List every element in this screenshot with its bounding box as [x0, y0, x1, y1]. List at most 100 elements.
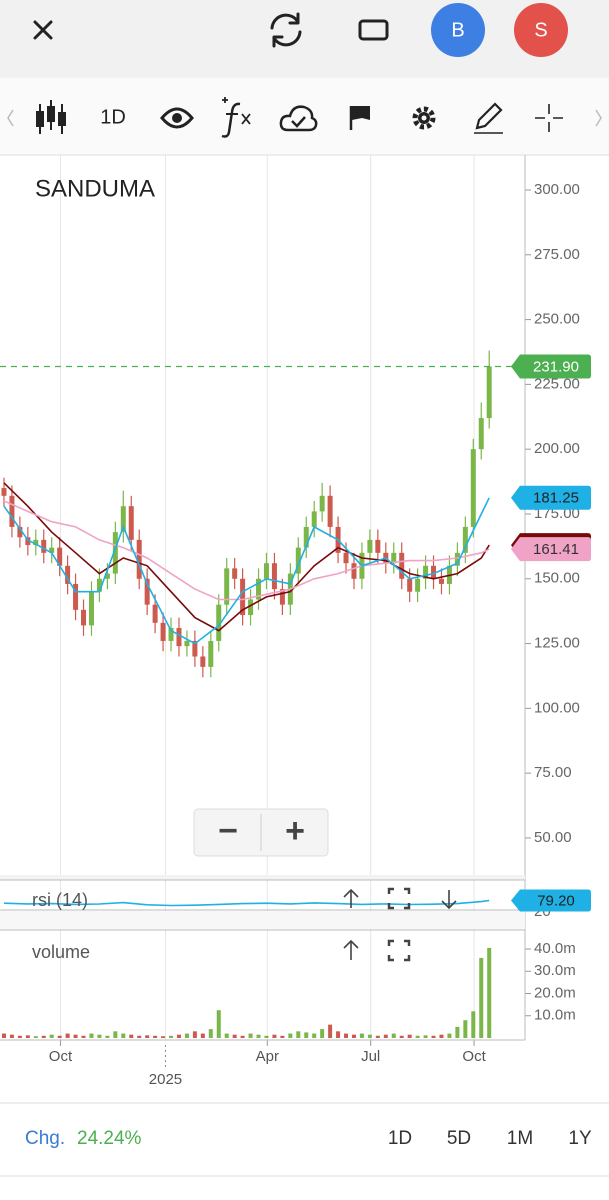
- panel-down-button[interactable]: [441, 890, 457, 910]
- volume-bar: [359, 1033, 364, 1038]
- rsi-line: [3, 899, 490, 907]
- candle-body: [375, 539, 381, 553]
- candle-body: [399, 552, 405, 579]
- rsi-tag: [511, 889, 591, 912]
- x-tick-label: 2025: [149, 1071, 182, 1088]
- volume-bar: [248, 1033, 253, 1038]
- avatar-b[interactable]: B: [431, 3, 485, 57]
- candle-body: [41, 539, 47, 553]
- volume-bar: [153, 1035, 158, 1038]
- volume-bar: [1, 1033, 6, 1038]
- y-tick-label: 200.00: [534, 440, 580, 457]
- volume-bar: [176, 1034, 181, 1038]
- candle-body: [81, 609, 87, 626]
- indicators-button[interactable]: [221, 97, 251, 138]
- window-button[interactable]: [358, 19, 389, 41]
- y-tick-label: 250.00: [534, 311, 580, 328]
- volume-bar: [455, 1026, 460, 1038]
- price-tag-label: 161.41: [533, 541, 579, 558]
- range-button[interactable]: 1M: [507, 1128, 533, 1149]
- cloud-save-button[interactable]: [279, 105, 318, 132]
- volume-bar: [375, 1035, 380, 1038]
- candle-body: [104, 573, 110, 579]
- y-tick-label: 125.00: [534, 635, 580, 652]
- moving-average-line: [3, 500, 490, 601]
- visibility-button[interactable]: [160, 107, 194, 129]
- candle-body: [65, 565, 71, 584]
- candle-body: [144, 578, 150, 605]
- scroll-right[interactable]: [595, 109, 602, 127]
- chart-title: SANDUMA: [35, 175, 155, 202]
- plot: 161.41 181.25 231.90 79.20: [0, 350, 591, 1038]
- zoom-out-button[interactable]: −: [218, 812, 238, 850]
- volume-bar: [391, 1033, 396, 1038]
- refresh-button[interactable]: [270, 12, 302, 48]
- volume-bar: [479, 957, 484, 1038]
- volume-y-tick-label: 20.0m: [534, 984, 576, 1001]
- rsi-label: rsi (14): [32, 890, 88, 910]
- candle-body: [224, 568, 230, 605]
- candle-body: [57, 547, 63, 566]
- rsi-tag-label: 79.20: [537, 892, 575, 909]
- y-tick-label: 275.00: [534, 246, 580, 263]
- candle-body: [271, 563, 277, 590]
- volume-bar: [439, 1034, 444, 1038]
- candle-body: [279, 589, 285, 605]
- panel-separator: [0, 875, 525, 880]
- avatar-s[interactable]: S: [514, 3, 568, 57]
- candle-body: [415, 578, 421, 592]
- zoom-in-button[interactable]: +: [285, 812, 305, 850]
- volume-bar: [208, 1029, 213, 1038]
- range-button[interactable]: 1D: [388, 1128, 412, 1149]
- volume-bar: [328, 1024, 333, 1038]
- volume-y-tick-label: 40.0m: [534, 940, 576, 957]
- candle-body: [200, 656, 206, 667]
- top-bar: [0, 0, 609, 78]
- volume-bar: [423, 1035, 428, 1038]
- volume-y-tick-label: 30.0m: [534, 962, 576, 979]
- crosshair-button[interactable]: [535, 104, 563, 132]
- volume-bar: [232, 1034, 237, 1038]
- volume-bar: [17, 1035, 22, 1038]
- scroll-left[interactable]: [7, 109, 14, 127]
- settings-button[interactable]: [412, 106, 436, 130]
- volume-bar: [216, 1010, 221, 1038]
- volume-bar: [169, 1035, 174, 1038]
- candle-body: [391, 552, 397, 564]
- volume-bar: [296, 1031, 301, 1038]
- candle-body: [192, 640, 198, 657]
- candle-body: [112, 532, 118, 574]
- chart-type-button[interactable]: [36, 100, 66, 134]
- panel-expand-button[interactable]: [387, 939, 411, 962]
- candle-body: [431, 565, 437, 579]
- change-value: 24.24%: [77, 1128, 142, 1149]
- candle-body: [423, 565, 429, 579]
- annotate-button[interactable]: [349, 106, 370, 130]
- panel-expand-button[interactable]: [387, 887, 411, 910]
- candle-body: [303, 526, 309, 548]
- price-tag-label: 181.25: [533, 490, 579, 507]
- panel-up-button[interactable]: [343, 888, 359, 908]
- range-button[interactable]: 1Y: [568, 1128, 592, 1149]
- volume-bar: [145, 1035, 150, 1038]
- volume-bar: [415, 1035, 420, 1038]
- volume-bar: [240, 1035, 245, 1038]
- volume-bar: [351, 1034, 356, 1038]
- volume-bar: [272, 1034, 277, 1038]
- range-button[interactable]: 5D: [447, 1128, 471, 1149]
- candle-body: [49, 547, 55, 553]
- interval-button[interactable]: 1D: [100, 106, 126, 128]
- candle-body: [248, 599, 254, 616]
- volume-y-tick-label: 10.0m: [534, 1007, 576, 1024]
- candle-body: [407, 578, 413, 592]
- candle-body: [208, 640, 214, 667]
- zoom-controls: − +: [193, 808, 329, 857]
- draw-button[interactable]: [474, 102, 503, 134]
- toolbar: [0, 78, 609, 155]
- volume-bar: [288, 1033, 293, 1038]
- candle-body: [367, 539, 373, 553]
- volume-bar: [280, 1035, 285, 1038]
- panel-up-button[interactable]: [343, 939, 359, 960]
- close-button[interactable]: [33, 20, 53, 40]
